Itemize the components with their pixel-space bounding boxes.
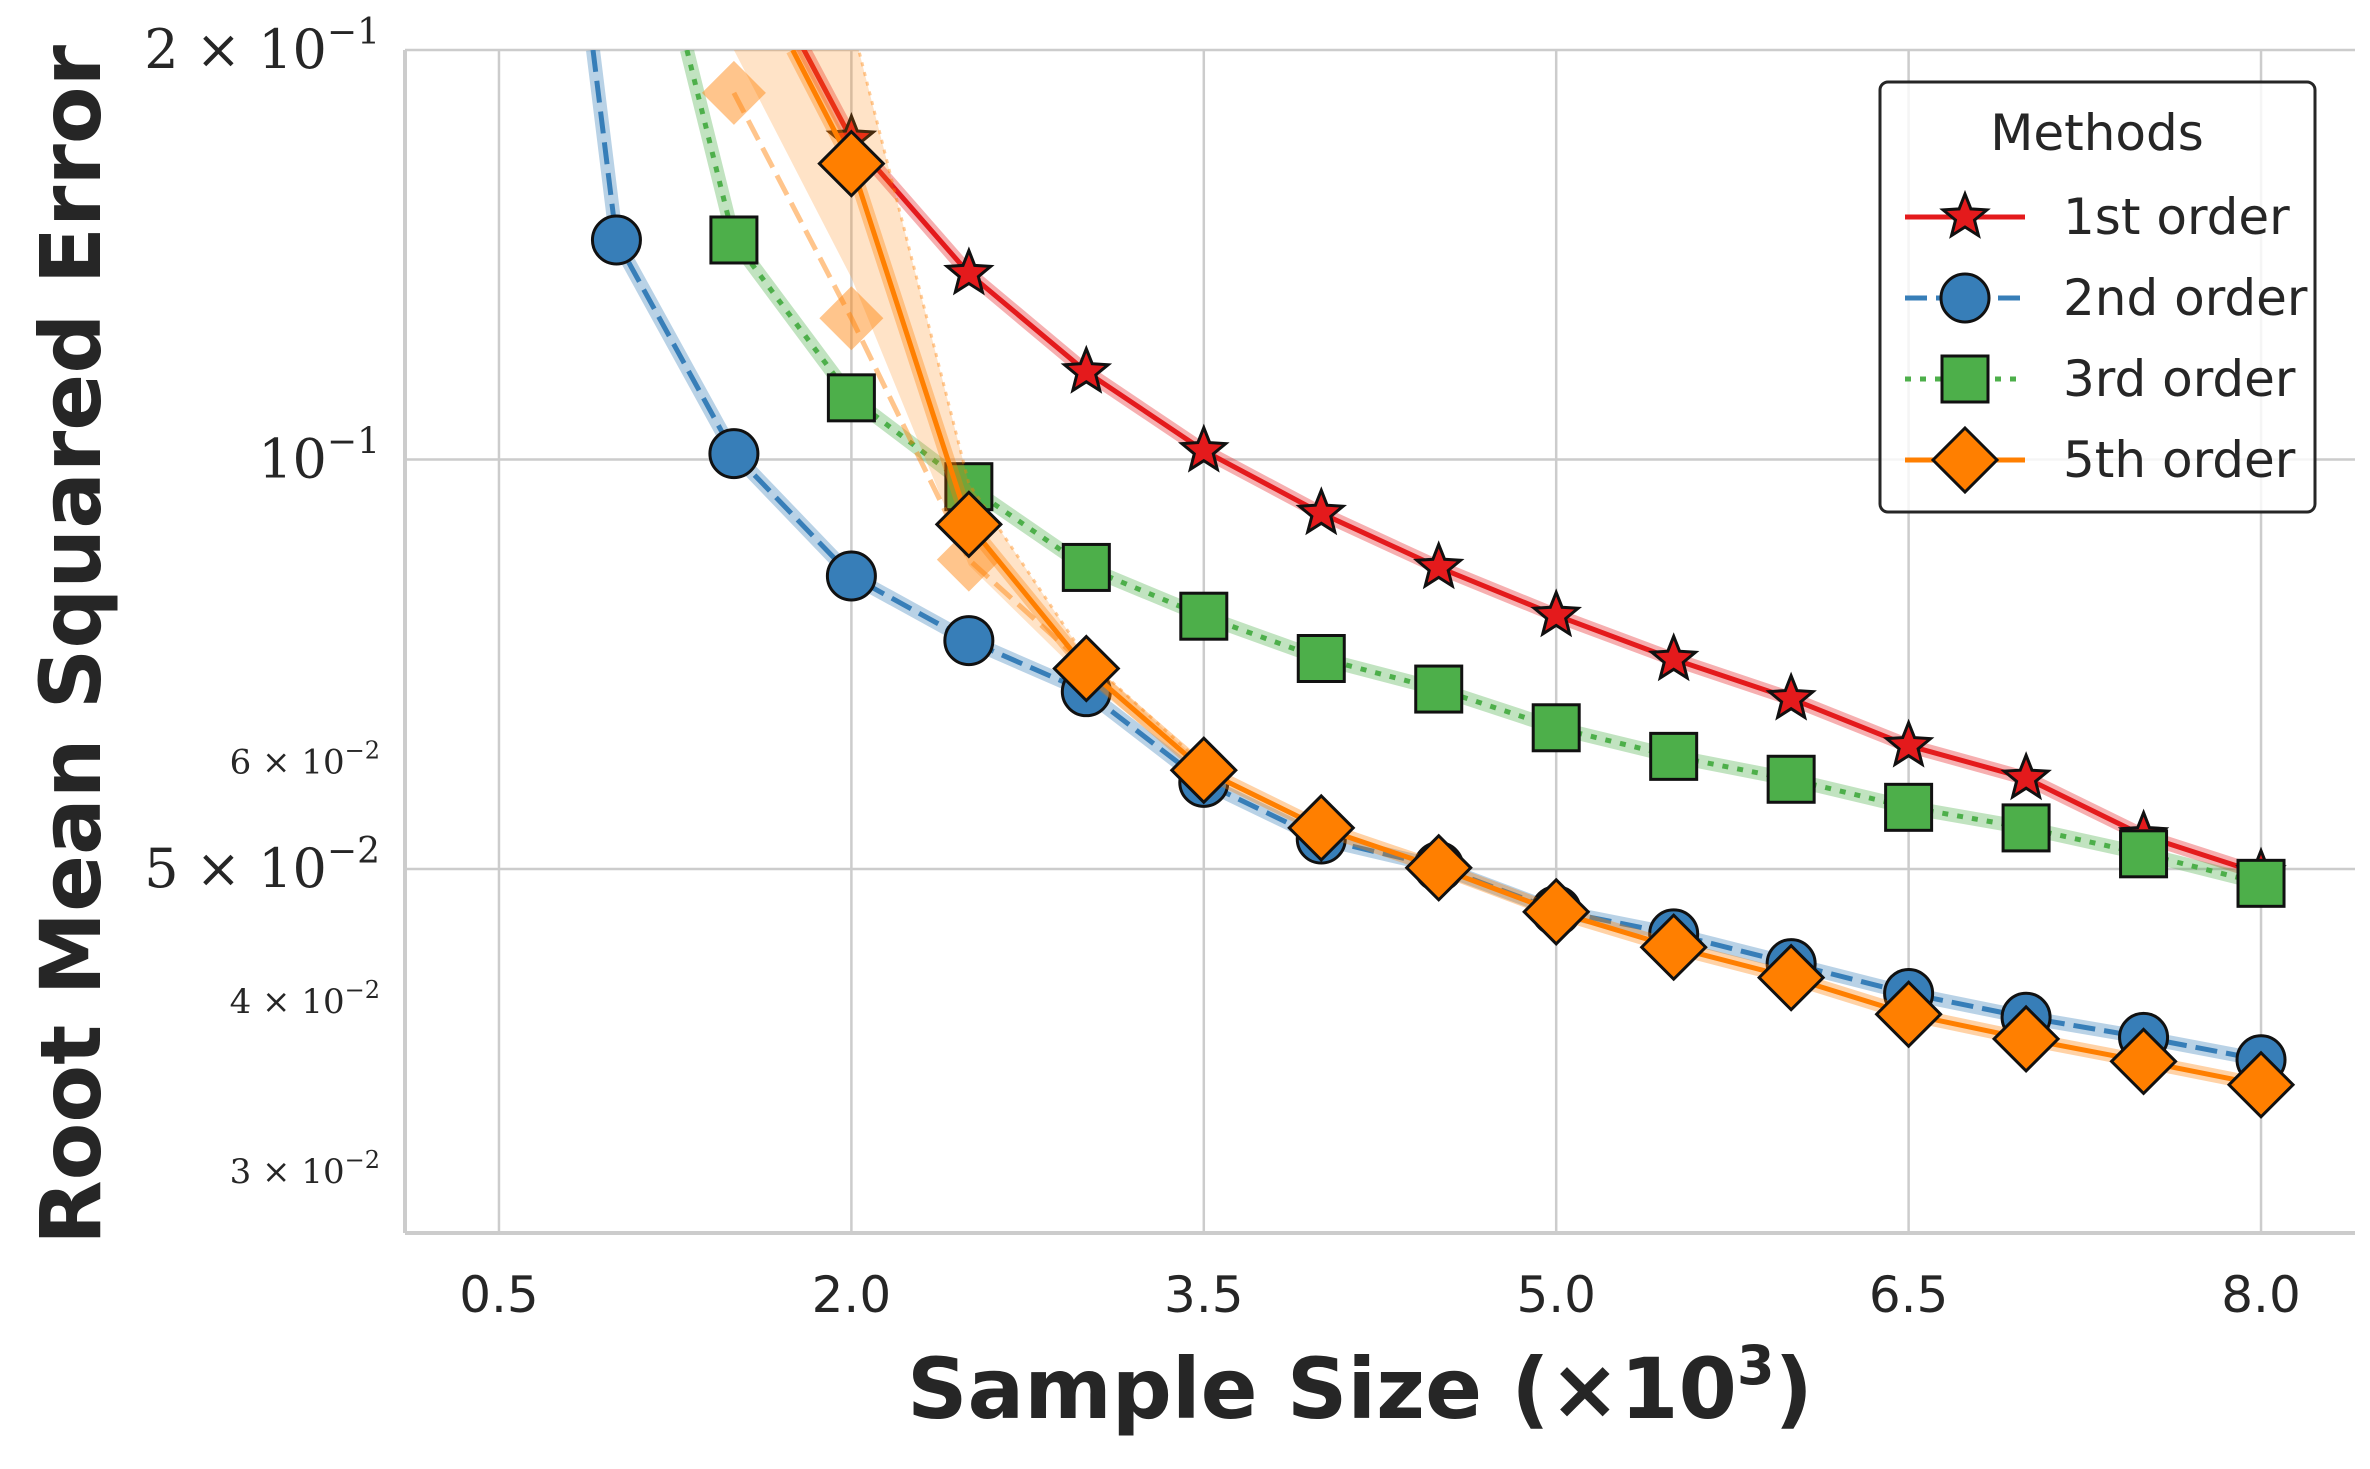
y-tick-mantissa: 6 × 10 <box>230 742 345 782</box>
data-point <box>1296 634 1346 684</box>
legend-entry: 1st order <box>1905 188 2290 246</box>
data-point <box>1531 703 1581 753</box>
x-tick-label: 8.0 <box>2221 1266 2301 1324</box>
y-tick-exponent: −2 <box>345 736 380 764</box>
data-point <box>1757 943 1826 1012</box>
y-axis-title: Root Mean Squared Error <box>22 44 120 1245</box>
data-point <box>1765 671 1817 721</box>
legend-marker <box>1940 354 1990 404</box>
data-point <box>2001 803 2051 853</box>
data-point <box>1639 913 1708 982</box>
y-tick-exponent: −2 <box>345 976 380 1004</box>
legend-entries: 1st order 2nd order 3rd order 5th order <box>1905 188 2308 495</box>
data-point <box>1413 540 1465 590</box>
y-tick-exponent: −2 <box>327 831 380 872</box>
data-point <box>1874 980 1943 1049</box>
y-tick-mantissa: 4 × 10 <box>230 982 345 1022</box>
legend-marker <box>1939 272 1991 324</box>
ghost-line <box>731 91 1088 668</box>
x-tick-label: 5.0 <box>1516 1266 1596 1324</box>
ghost-marker <box>819 286 884 351</box>
legend: Methods 1st order 2nd order 3rd order 5th o… <box>1878 80 2317 514</box>
data-point <box>943 615 995 667</box>
y-tick-mantissa: 2 × 10 <box>144 18 327 81</box>
legend-label: 2nd order <box>2063 269 2308 327</box>
data-point <box>1052 634 1121 703</box>
legend-label: 3rd order <box>2063 350 2296 408</box>
y-tick-exponent: −1 <box>327 421 380 462</box>
x-tick-label: 0.5 <box>459 1266 539 1324</box>
data-point <box>1179 591 1229 641</box>
y-tick-label: 10−1 <box>258 421 380 490</box>
data-point <box>709 215 759 265</box>
data-point <box>590 214 642 266</box>
y-tick-label: 6 × 10−2 <box>230 736 380 782</box>
data-point <box>2226 1050 2296 1119</box>
y-tick-label: 5 × 10−2 <box>144 831 380 900</box>
x-tick-label: 2.0 <box>812 1266 892 1324</box>
data-point <box>1414 664 1464 714</box>
x-tick-label: 6.5 <box>1869 1266 1949 1324</box>
data-point <box>817 129 886 198</box>
legend-marker <box>1939 189 1991 239</box>
data-point <box>1169 736 1238 805</box>
ghost-marker <box>701 60 766 125</box>
legend-marker <box>1930 425 2000 495</box>
y-tick-labels: 2 × 10−110−16 × 10−25 × 10−24 × 10−23 × … <box>144 12 380 1192</box>
legend-entry: 5th order <box>1905 425 2296 495</box>
legend-entry: 3rd order <box>1905 350 2296 408</box>
data-point <box>1766 754 1816 804</box>
y-tick-exponent: −1 <box>327 12 380 53</box>
data-point <box>1649 731 1699 781</box>
data-point <box>825 550 877 602</box>
legend-entry: 2nd order <box>1905 269 2308 327</box>
data-point <box>1060 344 1113 394</box>
data-point <box>826 373 876 423</box>
legend-title: Methods <box>1990 104 2204 162</box>
x-axis-title-main: Sample Size (×10 <box>907 1340 1737 1438</box>
data-point <box>1991 1004 2061 1074</box>
data-point <box>1287 793 1356 863</box>
legend-label: 5th order <box>2063 431 2296 489</box>
axes-spines <box>403 50 2355 1235</box>
series-5th-order <box>701 50 2296 1119</box>
data-point <box>708 428 760 480</box>
y-tick-label: 3 × 10−2 <box>230 1146 380 1192</box>
series-line <box>590 50 2262 1063</box>
data-point <box>1882 718 1935 768</box>
y-tick-mantissa: 3 × 10 <box>230 1152 345 1192</box>
data-point <box>2000 751 2052 801</box>
legend-label: 1st order <box>2063 188 2290 246</box>
data-point <box>1178 423 1230 473</box>
data-point <box>2236 858 2286 908</box>
data-point <box>943 246 995 296</box>
legend-frame <box>1878 80 2317 514</box>
x-axis-title-close: ) <box>1775 1340 1813 1438</box>
data-point <box>1647 632 1700 682</box>
x-tick-labels: 0.5 2.0 3.5 5.0 6.5 8.0 <box>459 1266 2301 1324</box>
data-point <box>2119 829 2169 879</box>
data-point <box>1530 588 1582 638</box>
y-tick-mantissa: 5 × 10 <box>144 837 327 900</box>
data-point <box>2109 1027 2178 1096</box>
y-tick-mantissa: 10 <box>258 427 327 490</box>
y-tick-label: 2 × 10−1 <box>144 12 380 81</box>
x-tick-label: 3.5 <box>1164 1266 1244 1324</box>
y-tick-exponent: −2 <box>345 1146 380 1174</box>
series-layer <box>586 50 2296 1119</box>
data-point <box>1061 542 1111 592</box>
x-axis-title: Sample Size (×103) <box>907 1334 1813 1438</box>
data-point <box>1884 782 1934 832</box>
data-point <box>1522 877 1591 946</box>
data-point <box>1295 486 1347 536</box>
y-tick-label: 4 × 10−2 <box>230 976 380 1022</box>
data-point <box>934 490 1003 559</box>
confidence-band <box>733 50 1204 776</box>
data-point <box>1404 833 1473 902</box>
x-axis-title-exponent: 3 <box>1737 1334 1775 1397</box>
series-3rd-order <box>680 50 2286 908</box>
